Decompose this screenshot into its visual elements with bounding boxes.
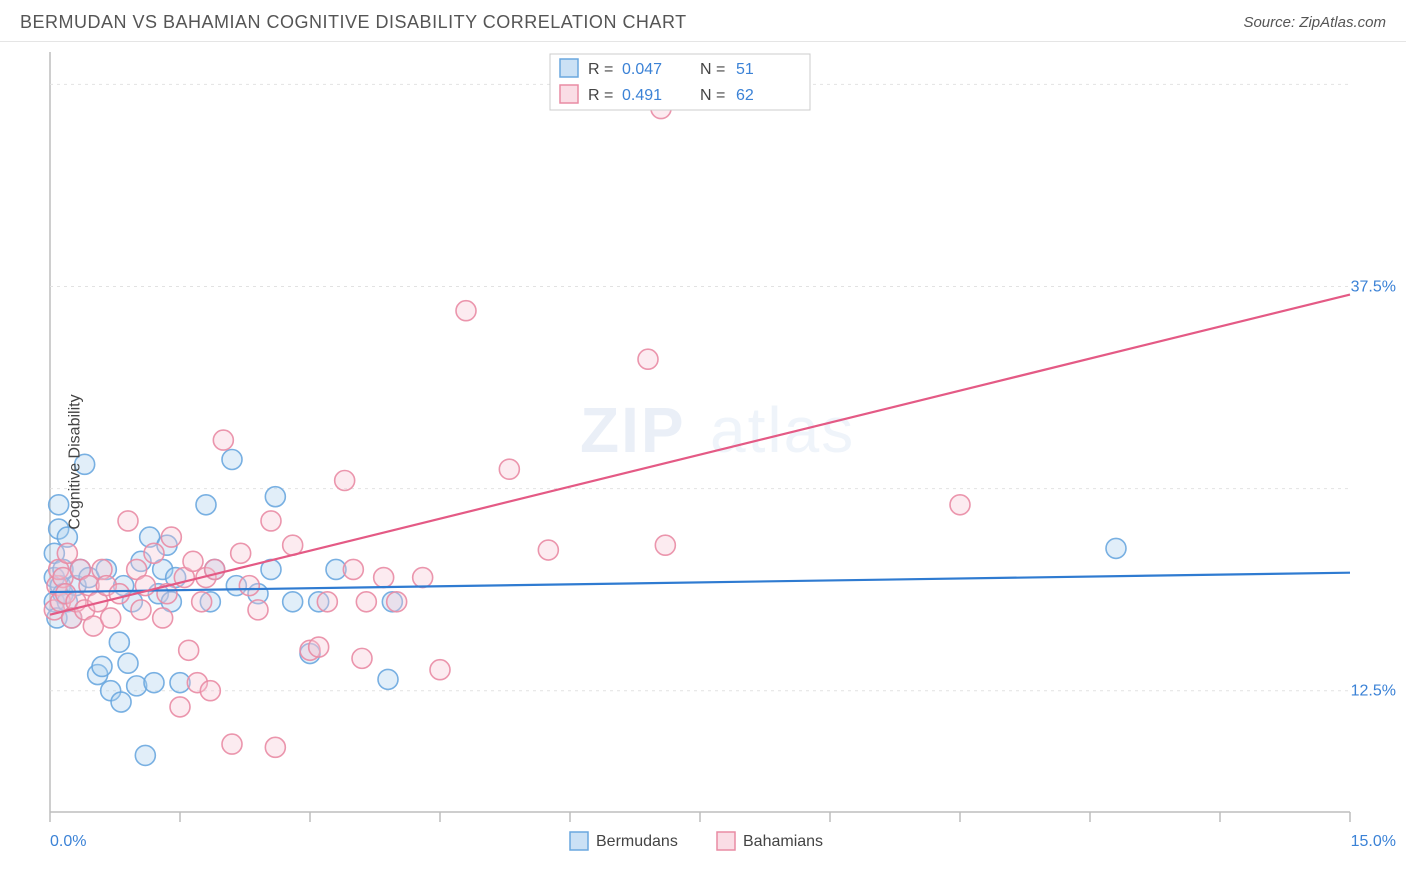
scatter-point bbox=[144, 543, 164, 563]
legend-swatch bbox=[560, 85, 578, 103]
scatter-point bbox=[261, 511, 281, 531]
trend-line bbox=[50, 295, 1350, 615]
scatter-point bbox=[92, 656, 112, 676]
scatter-point bbox=[265, 737, 285, 757]
scatter-point bbox=[335, 471, 355, 491]
scatter-point bbox=[127, 676, 147, 696]
scatter-point bbox=[213, 430, 233, 450]
scatter-point bbox=[111, 692, 131, 712]
scatter-point bbox=[283, 592, 303, 612]
scatter-point bbox=[144, 673, 164, 693]
legend-swatch bbox=[717, 832, 735, 850]
y-axis-label: Cognitive Disability bbox=[67, 394, 85, 529]
scatter-point bbox=[352, 648, 372, 668]
scatter-point bbox=[200, 681, 220, 701]
legend-swatch bbox=[560, 59, 578, 77]
scatter-point bbox=[638, 349, 658, 369]
scatter-point bbox=[161, 527, 181, 547]
scatter-point bbox=[430, 660, 450, 680]
scatter-point bbox=[57, 543, 77, 563]
scatter-point bbox=[101, 608, 121, 628]
scatter-point bbox=[179, 640, 199, 660]
scatter-point bbox=[456, 301, 476, 321]
scatter-point bbox=[538, 540, 558, 560]
scatter-point bbox=[248, 600, 268, 620]
scatter-point bbox=[499, 459, 519, 479]
scatter-point bbox=[265, 487, 285, 507]
x-tick-label: 15.0% bbox=[1351, 833, 1396, 850]
chart-title: BERMUDAN VS BAHAMIAN COGNITIVE DISABILIT… bbox=[20, 12, 687, 33]
scatter-point bbox=[109, 584, 129, 604]
source-label: Source: ZipAtlas.com bbox=[1243, 14, 1386, 31]
scatter-point bbox=[109, 632, 129, 652]
scatter-point bbox=[343, 559, 363, 579]
scatter-point bbox=[153, 608, 173, 628]
y-tick-label: 37.5% bbox=[1351, 278, 1396, 295]
scatter-point bbox=[309, 637, 329, 657]
legend-n-label: N = bbox=[700, 61, 725, 78]
scatter-point bbox=[170, 697, 190, 717]
scatter-point bbox=[239, 576, 259, 596]
scatter-point bbox=[135, 745, 155, 765]
legend-n-label: N = bbox=[700, 87, 725, 104]
scatter-point bbox=[374, 568, 394, 588]
legend-n-value: 62 bbox=[736, 87, 754, 104]
scatter-point bbox=[655, 535, 675, 555]
scatter-point bbox=[378, 669, 398, 689]
scatter-point bbox=[222, 449, 242, 469]
watermark: ZIP bbox=[580, 394, 686, 466]
scatter-point bbox=[1106, 538, 1126, 558]
scatter-point bbox=[131, 600, 151, 620]
legend-series-label: Bermudans bbox=[596, 833, 678, 850]
legend-n-value: 51 bbox=[736, 61, 754, 78]
scatter-point bbox=[317, 592, 337, 612]
scatter-point bbox=[222, 734, 242, 754]
scatter-chart: 12.5% 37.5% 0.0% 15.0% ZIP atlas R = 0.047 N = 51… bbox=[0, 42, 1406, 882]
y-tick-label: 12.5% bbox=[1351, 683, 1396, 700]
scatter-point bbox=[118, 511, 138, 531]
scatter-point bbox=[413, 568, 433, 588]
scatter-point bbox=[183, 551, 203, 571]
watermark: atlas bbox=[710, 394, 855, 466]
scatter-point bbox=[356, 592, 376, 612]
legend-r-value: 0.047 bbox=[622, 61, 662, 78]
legend-swatch bbox=[570, 832, 588, 850]
scatter-point bbox=[118, 653, 138, 673]
legend-r-label: R = bbox=[588, 61, 613, 78]
legend-r-value: 0.491 bbox=[622, 87, 662, 104]
legend-r-label: R = bbox=[588, 87, 613, 104]
scatter-point bbox=[387, 592, 407, 612]
legend-series-label: Bahamians bbox=[743, 833, 823, 850]
scatter-point bbox=[950, 495, 970, 515]
scatter-point bbox=[231, 543, 251, 563]
scatter-point bbox=[196, 495, 216, 515]
x-tick-label: 0.0% bbox=[50, 833, 86, 850]
scatter-point bbox=[192, 592, 212, 612]
